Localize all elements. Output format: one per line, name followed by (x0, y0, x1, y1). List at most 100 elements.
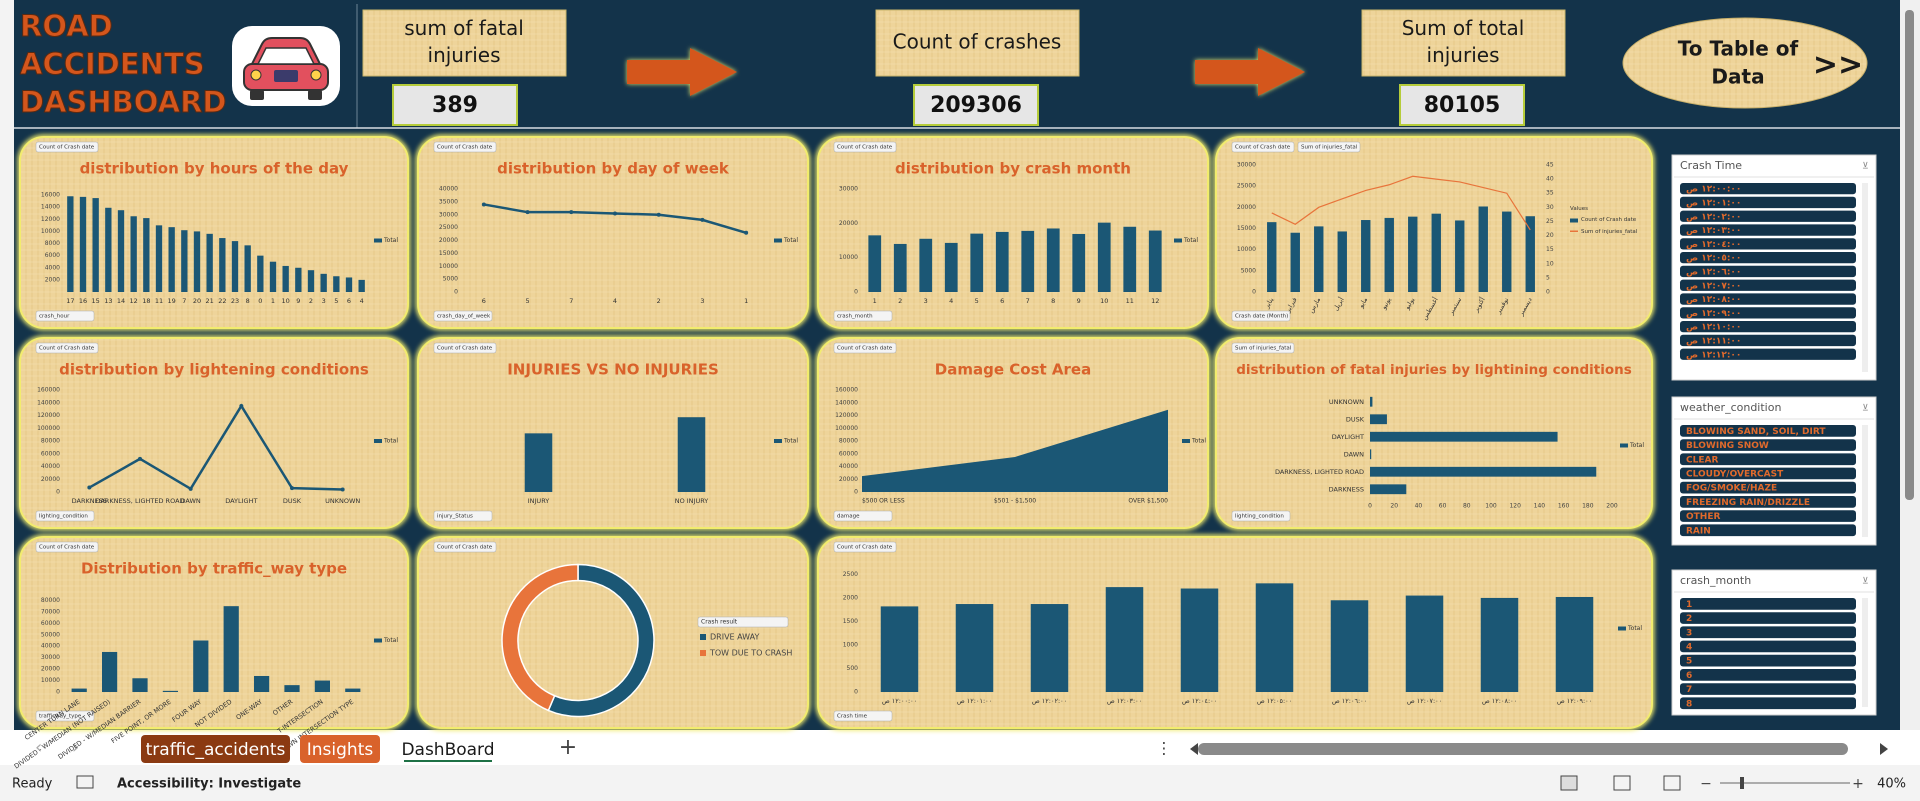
sheet-tab[interactable] (394, 735, 502, 763)
field-button-label[interactable]: Sum of injuries_fatal (1235, 346, 1292, 352)
sheet-tab[interactable] (300, 735, 380, 763)
field-button[interactable] (35, 310, 95, 322)
slicer-item[interactable] (1680, 348, 1856, 360)
field-button[interactable] (433, 141, 497, 153)
slicer-item-label[interactable]: BLOWING SAND, SOIL, DIRT (1686, 427, 1826, 437)
field-button-label[interactable]: damage (837, 514, 860, 520)
field-button-label[interactable]: Count of Crash date (837, 145, 893, 151)
slicer-item[interactable] (1680, 481, 1856, 494)
more-options[interactable]: ⋮ (1156, 739, 1172, 758)
slicer-item[interactable] (1680, 279, 1856, 291)
slicer-item-label[interactable]: 5 (1686, 657, 1692, 667)
field-button[interactable] (833, 310, 893, 322)
field-button-label[interactable]: Count of Crash date (837, 346, 893, 352)
field-button[interactable] (35, 710, 95, 722)
field-button[interactable] (433, 541, 497, 553)
slicer-item-label[interactable]: ١٢:٠١:٠٠ ص (1686, 198, 1741, 208)
slicer-item[interactable] (1680, 453, 1856, 466)
slicer-item-label[interactable]: FOG/SMOKE/HAZE (1686, 484, 1777, 494)
field-button-label[interactable]: injury_Status (437, 514, 473, 520)
slicer-scrollbar[interactable] (1862, 183, 1868, 372)
macro-icon[interactable] (76, 775, 94, 789)
field-button-label[interactable]: Count of Crash date (39, 145, 95, 151)
slicer-item[interactable] (1680, 467, 1856, 480)
tab-nav-prev[interactable]: ‹ (35, 737, 42, 758)
field-button-label[interactable]: Count of Crash date (437, 346, 493, 352)
field-button-label[interactable]: lighting_condition (1235, 514, 1284, 520)
slicer-item-label[interactable]: RAIN (1686, 526, 1711, 536)
slicer-item-label[interactable]: ١٢:٠٣:٠٠ ص (1686, 226, 1741, 236)
slicer-item-label[interactable]: 6 (1686, 671, 1692, 681)
field-button[interactable] (833, 141, 897, 153)
legend-title[interactable]: Crash result (701, 619, 738, 626)
field-button-label[interactable]: lighting_condition (39, 514, 88, 520)
field-button[interactable] (1231, 342, 1295, 354)
slicer-item[interactable] (1680, 669, 1856, 681)
view-buttons[interactable] (1560, 775, 1681, 791)
slicer-item[interactable] (1680, 238, 1856, 250)
slicer-clear[interactable]: ⊻ (1862, 577, 1869, 587)
slicer-item[interactable] (1680, 612, 1856, 624)
field-button[interactable] (697, 616, 789, 628)
slicer-item-label[interactable]: ١٢:٠٤:٠٠ ص (1686, 240, 1741, 250)
field-button-label[interactable]: Count of Crash date (837, 545, 893, 551)
field-button[interactable] (1231, 510, 1291, 522)
slicer-clear[interactable]: ⊻ (1862, 162, 1869, 172)
field-button-label[interactable]: trafficway_type (39, 714, 82, 720)
slicer-item[interactable] (1680, 439, 1856, 451)
slicer-item-label[interactable]: BLOWING SNOW (1686, 441, 1769, 451)
slicer-item[interactable] (1680, 210, 1856, 222)
field-button[interactable] (833, 541, 897, 553)
field-button-label[interactable]: crash_month (837, 314, 873, 320)
field-button[interactable] (1231, 141, 1295, 153)
slicer-scrollbar[interactable] (1862, 598, 1868, 707)
slicer-item-label[interactable]: ١٢:١٠:٠٠ ص (1686, 323, 1741, 333)
slicer-item[interactable] (1680, 224, 1856, 236)
nav-button-icon[interactable]: >> (1813, 48, 1863, 83)
field-button[interactable] (833, 710, 893, 722)
field-button-label[interactable]: crash_hour (39, 314, 70, 320)
field-button-label[interactable]: Count of Crash date (1235, 145, 1291, 151)
accessibility-status[interactable]: Accessibility: Investigate (117, 777, 301, 792)
hscroll-left[interactable] (1190, 743, 1198, 755)
zoom-out[interactable]: − (1700, 776, 1712, 792)
slicer-item[interactable] (1680, 697, 1856, 710)
slicer-item-label[interactable]: 1 (1686, 600, 1692, 610)
field-button[interactable] (35, 541, 99, 553)
slicer-item-label[interactable]: ١٢:١١:٠٠ ص (1686, 336, 1741, 346)
nav-button-label[interactable]: Data (1711, 65, 1764, 89)
slicer-item-label[interactable]: 2 (1686, 614, 1692, 624)
zoom-thumb[interactable] (1740, 777, 1744, 789)
slicer-item[interactable] (1680, 510, 1856, 522)
slicer-item-label[interactable]: ١٢:٠٨:٠٠ ص (1686, 295, 1741, 305)
slicer-item[interactable] (1680, 626, 1856, 639)
nav-button[interactable]: To Table of Data >> (1622, 17, 1868, 109)
slicer-item-label[interactable]: OTHER (1686, 512, 1720, 522)
slicer-item[interactable] (1680, 683, 1856, 695)
slicer-item-label[interactable]: CLOUDY/OVERCAST (1686, 469, 1784, 479)
slicer-item[interactable] (1680, 307, 1856, 319)
slicer-item[interactable] (1680, 654, 1856, 667)
slicer-item-label[interactable]: ١٢:٠٧:٠٠ ص (1686, 281, 1741, 291)
slicer-item-label[interactable]: FREEZING RAIN/DRIZZLE (1686, 498, 1810, 508)
field-button-label[interactable]: Crash date (Month) (1235, 314, 1288, 320)
hscroll-right[interactable] (1880, 743, 1888, 755)
slicer-item[interactable] (1680, 196, 1856, 209)
slicer-item[interactable] (1680, 252, 1856, 264)
slicer-item[interactable] (1680, 425, 1856, 437)
slicer-item-label[interactable]: 3 (1686, 628, 1692, 638)
slicer-item-label[interactable]: ١٢:٠٠:٠٠ ص (1686, 185, 1741, 195)
field-button[interactable] (1231, 310, 1291, 322)
slicer-item[interactable] (1680, 265, 1856, 278)
nav-button-label[interactable]: To Table of (1678, 37, 1799, 61)
add-sheet[interactable]: + (559, 735, 577, 760)
slicer-item-label[interactable]: ١٢:١٢:٠٠ ص (1686, 350, 1741, 360)
slicer-scrollbar[interactable] (1862, 425, 1868, 537)
field-button-label[interactable]: Count of Crash date (437, 545, 493, 551)
slicer-item[interactable] (1680, 334, 1856, 347)
field-button[interactable] (35, 510, 95, 522)
slicer-item-label[interactable]: ١٢:٠٢:٠٠ ص (1686, 212, 1741, 222)
slicer-item-label[interactable]: 7 (1686, 685, 1692, 695)
field-button[interactable] (433, 310, 493, 322)
field-button-label[interactable]: Count of Crash date (39, 545, 95, 551)
